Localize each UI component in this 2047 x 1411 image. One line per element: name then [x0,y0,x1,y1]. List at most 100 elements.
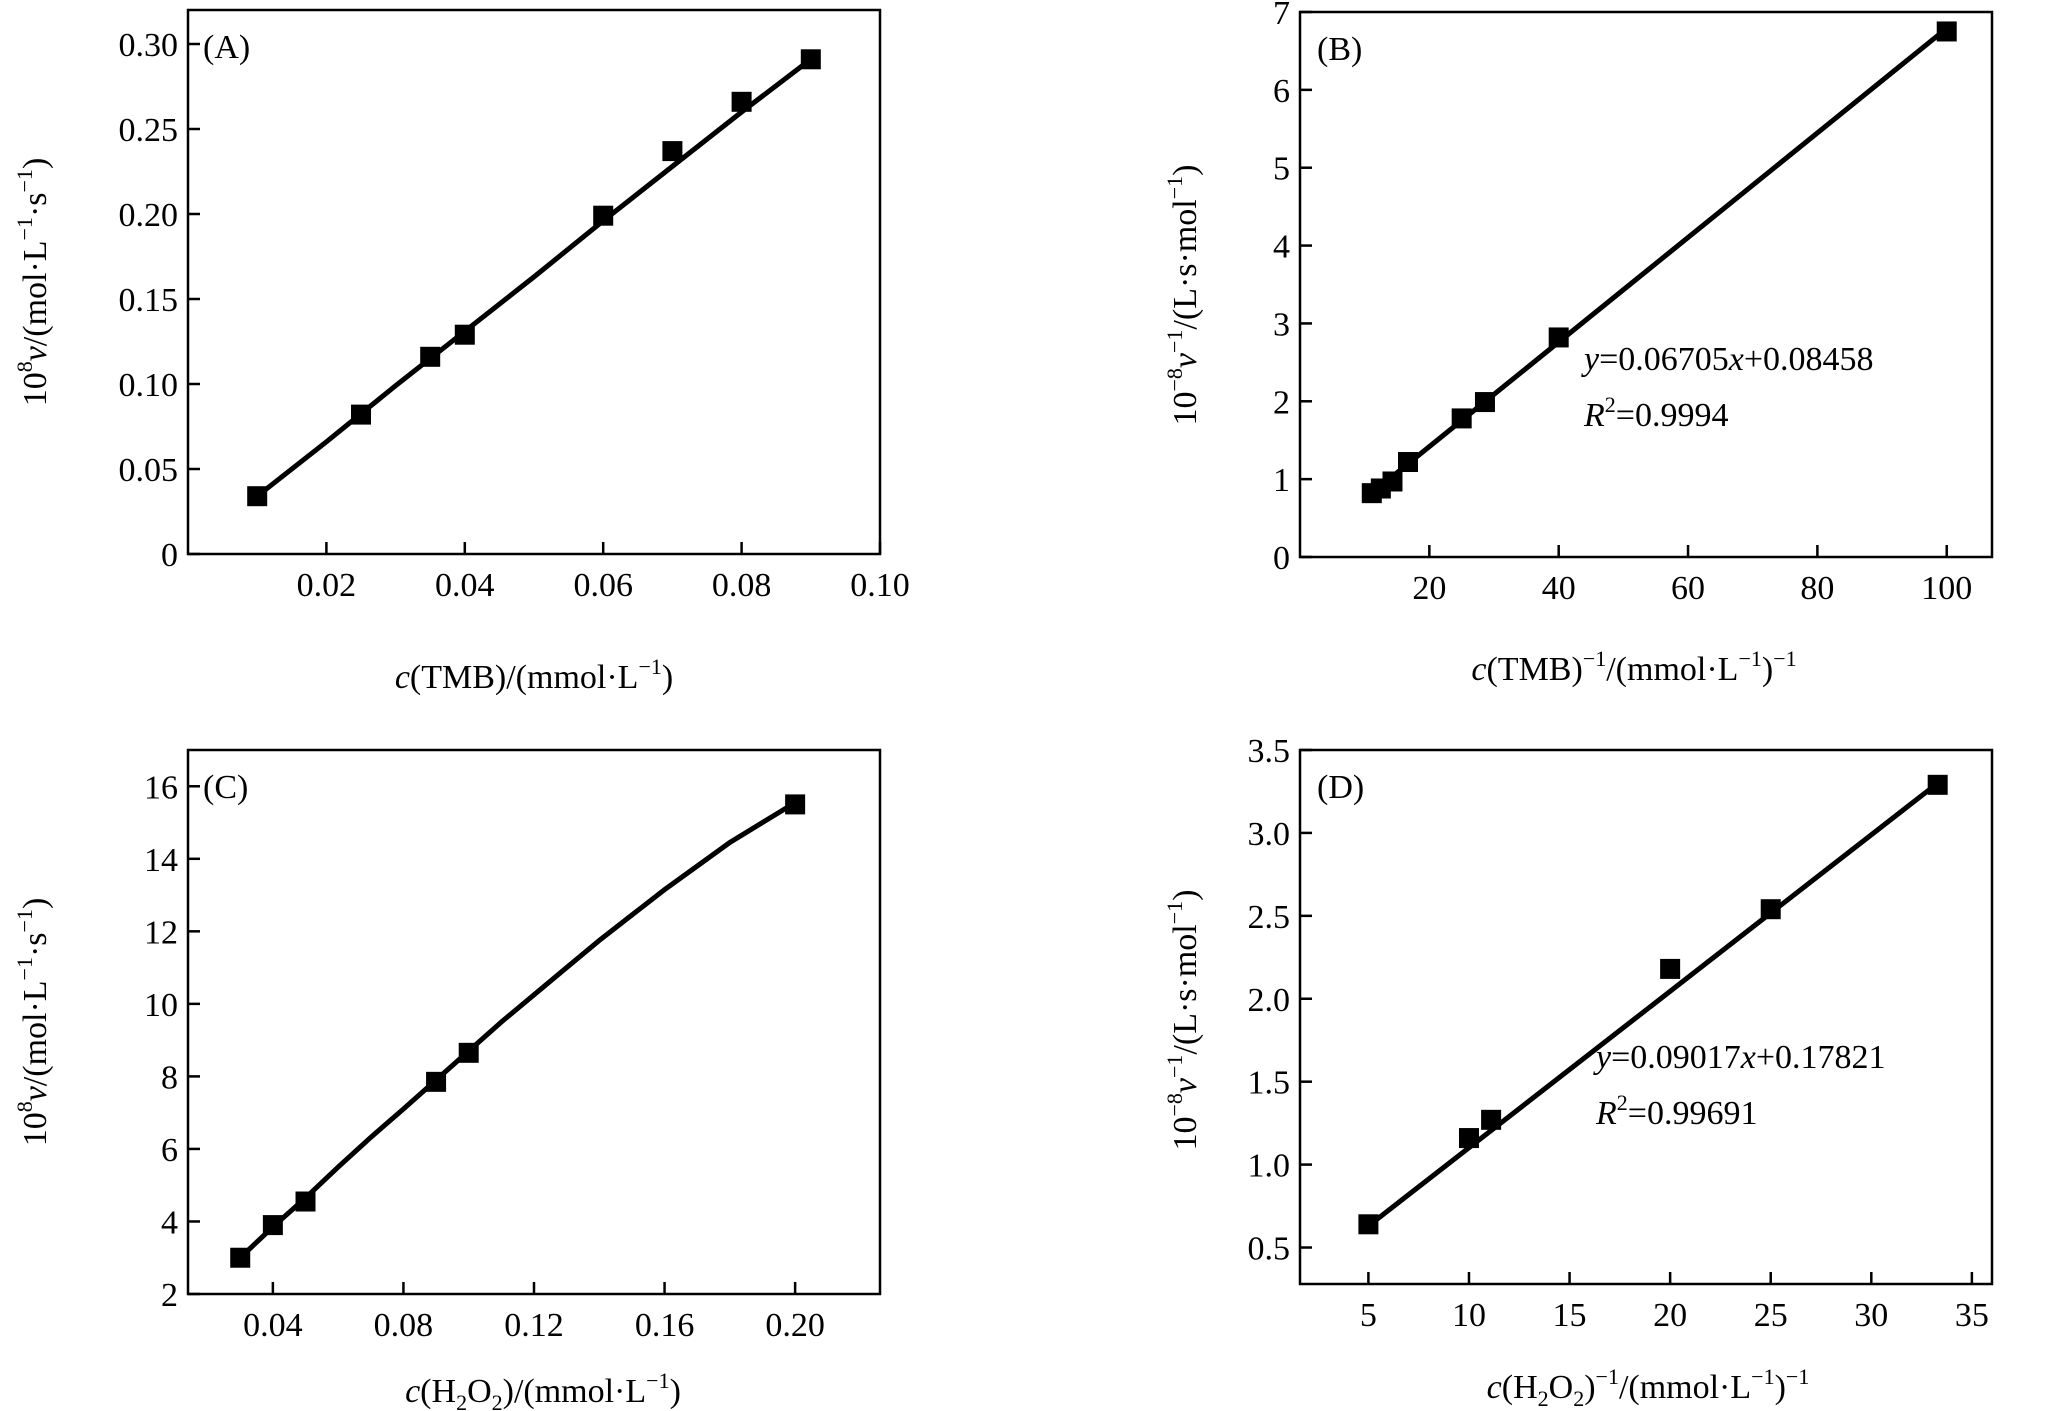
panel-d-data-point [1481,1109,1502,1130]
panel-b-frame [1298,10,1994,559]
panel-b-r2: R2=0.9994 [1583,392,1728,434]
panel-d-y-title: 10−8v−1/(L·s·mol−1) [1162,890,1204,1151]
panel-d-y-tick-label: 0.5 [1248,1231,1291,1268]
panel-d-x-tick-label: 25 [1754,1297,1788,1334]
panel-b-x-tick-label: 100 [1921,570,1972,607]
panel-a-y-tick-label: 0.20 [119,197,179,234]
panel-b-y-tick-label: 4 [1273,229,1290,266]
panel-d-data-point [1760,899,1781,920]
panel-c-fit-line [238,800,797,1260]
panel-c-y-tick-label: 12 [144,914,178,951]
panel-b-points [1361,21,1957,504]
panel-b-data-point [1451,408,1472,429]
panel-c-data-point [230,1247,251,1268]
panel-b-data-point [1474,392,1495,413]
panel-a-points [247,49,821,507]
panel-a-x-title: c(TMB)/(mmol·L−1) [395,654,673,696]
panel-d-y-tick-label: 1.0 [1248,1148,1291,1185]
panel-a-y-title: 108v/(mol·L−1·s−1) [12,158,54,407]
panel-a-y-tick-label: 0.05 [119,452,179,489]
panel-c-label: (C) [203,769,248,806]
panel-a-data-point [662,141,683,162]
panel-a-data-point [454,324,475,345]
panel-a-x-tick-label: 0.06 [573,567,633,604]
panel-d-y-tick-label: 2.0 [1248,982,1291,1019]
panel-d-label: (D) [1317,769,1364,806]
panel-a-x-tick-label: 0.04 [435,567,495,604]
panel-b-y-tick-label: 0 [1273,540,1290,577]
panel-a-x-tick-label: 0.02 [297,567,357,604]
panel-b-x-tick-label: 20 [1412,570,1446,607]
panel-a-ticks: 0.02 0.04 0.06 0.08 0.10 0 0.05 0.10 0.15 0.20 0.2… [119,27,910,604]
panel-c-x-tick-label: 0.16 [635,1307,695,1344]
panel-c-y-tick-label: 10 [144,987,178,1024]
panel-c-x-tick-label: 0.20 [765,1307,825,1344]
panel-d-x-tick-label: 10 [1452,1297,1486,1334]
panel-d-frame [1298,748,1994,1286]
panel-c-x-title: c(H2O2)/(mmol·L−1) [405,1368,681,1411]
panel-c-x-tick-label: 0.08 [374,1307,434,1344]
panel-a: (A) 0.02 0.04 0.06 0.08 0.10 0 0.05 0.10 0.15 0.2… [12,8,910,696]
panel-d-x-tick-label: 15 [1553,1297,1587,1334]
panel-b-x-tick-label: 40 [1542,570,1576,607]
panel-a-fit-line [255,57,813,499]
panel-c-y-tick-label: 8 [161,1059,178,1096]
panel-b-data-point [1398,452,1419,473]
panel-a-data-point [731,91,752,112]
panel-b-y-tick-label: 3 [1273,306,1290,343]
panel-b-ticks: 20 40 60 80 100 0 1 2 3 4 5 6 7 [1273,0,1972,607]
panel-a-x-tick-label: 0.08 [712,567,772,604]
panel-d-data-point [1660,958,1681,979]
panel-c-data-point [426,1071,447,1092]
panel-c-x-tick-label: 0.12 [504,1307,564,1344]
panel-d-y-tick-label: 2.5 [1248,899,1291,936]
panel-a-y-tick-label: 0.10 [119,367,179,404]
panel-d-ticks: 5 10 15 20 25 30 35 0.5 1.0 1.5 2.0 2.5 3.0 3.5 [1248,733,1989,1334]
panel-d-fit-line [1366,781,1940,1228]
panel-d-y-tick-label: 3.5 [1248,733,1291,770]
panel-c-data-point [458,1042,479,1063]
panel-c-y-tick-label: 2 [161,1277,178,1314]
panel-b-y-title: 10−8v−1/(L·s·mol−1) [1162,165,1204,426]
panel-b-y-tick-label: 5 [1273,151,1290,188]
panel-b-y-tick-label: 2 [1273,384,1290,421]
panel-a-data-point [593,205,614,226]
panel-b-x-tick-label: 80 [1800,570,1834,607]
panel-c-y-tick-label: 16 [144,769,178,806]
panel-a-label: (A) [203,29,250,66]
panel-c-data-point [262,1215,283,1236]
panel-d-x-tick-label: 35 [1955,1297,1989,1334]
panel-d-x-tick-label: 30 [1854,1297,1888,1334]
panel-d-x-tick-label: 5 [1360,1297,1377,1334]
panel-d: (D) 5 10 15 20 25 30 35 0.5 1.0 1.5 2.0 2.5 3.0 3.5 y… [1162,733,1994,1411]
panel-b-data-point [1382,471,1403,492]
panel-c: (C) 0.04 0.08 0.12 0.16 0.20 2 4 6 8 10 12 14 16 c(H… [12,748,882,1411]
panel-d-equation: y=0.09017x+0.17821 [1593,1039,1886,1076]
panel-a-x-tick-label: 0.10 [850,567,910,604]
panel-b-x-title: c(TMB)−1/(mmol·L−1)−1 [1471,646,1796,688]
panel-a-y-tick-label: 0 [161,537,178,574]
panel-d-data-point [1927,774,1948,795]
panel-a-data-point [420,346,441,367]
panel-d-x-tick-label: 20 [1653,1297,1687,1334]
panel-d-y-tick-label: 1.5 [1248,1065,1291,1102]
panel-b-y-tick-label: 6 [1273,73,1290,110]
panel-b: (B) 20 40 60 80 100 0 1 2 3 4 5 6 7 y=0.06705x+0.084… [1162,0,1994,688]
panel-a-data-point [351,404,371,425]
panel-a-frame [186,8,882,556]
panel-c-ticks: 0.04 0.08 0.12 0.16 0.20 2 4 6 8 10 12 14 16 [144,769,825,1344]
panel-b-y-tick-label: 1 [1273,462,1290,499]
panel-d-y-tick-label: 3.0 [1248,816,1291,853]
panel-a-data-point [800,49,821,70]
panel-d-r2: R2=0.99691 [1595,1090,1757,1132]
panel-b-data-point [1936,21,1957,42]
panel-b-x-tick-label: 60 [1671,570,1705,607]
panel-d-points [1358,774,1948,1235]
panel-a-y-tick-label: 0.15 [119,282,179,319]
panel-b-y-tick-label: 7 [1273,0,1290,32]
panel-d-data-point [1458,1128,1479,1149]
panel-a-y-tick-label: 0.30 [119,27,179,64]
panel-c-data-point [785,794,806,815]
panel-c-y-tick-label: 14 [144,842,178,879]
